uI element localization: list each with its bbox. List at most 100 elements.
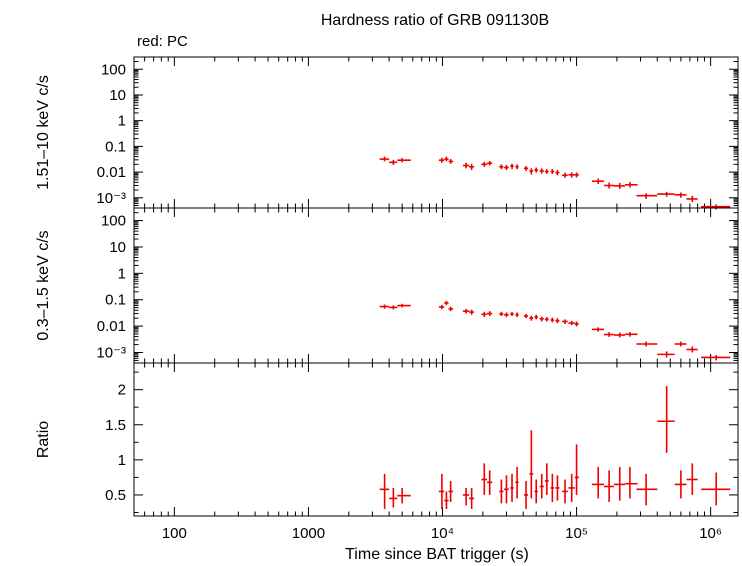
data-point-ratio: [515, 466, 519, 499]
y-tick-label-ratio: 1: [118, 452, 126, 469]
data-point-ratio: [481, 463, 488, 495]
data-point-hard: [555, 170, 560, 176]
data-point-soft: [674, 341, 687, 347]
data-point-hard: [448, 159, 454, 164]
data-point-ratio: [389, 487, 398, 508]
data-point-ratio: [674, 470, 687, 499]
data-point-ratio: [574, 444, 579, 495]
data-point-soft: [550, 317, 555, 323]
data-point-hard: [515, 164, 519, 170]
data-point-soft: [469, 309, 475, 315]
data-point-hard: [481, 161, 488, 167]
data-point-ratio: [636, 473, 658, 506]
data-point-hard: [574, 172, 579, 178]
y-tick-label-hard: 0.01: [97, 164, 126, 181]
data-point-hard: [562, 172, 568, 178]
data-point-soft: [379, 304, 390, 309]
x-tick-label: 100: [162, 525, 187, 542]
data-point-ratio: [686, 463, 698, 495]
data-point-soft: [529, 315, 534, 321]
data-point-ratio: [603, 470, 614, 502]
data-point-ratio: [550, 473, 555, 502]
data-point-soft: [568, 320, 575, 326]
data-point-ratio: [504, 475, 509, 504]
panel-frame-ratio: [133, 362, 739, 517]
panel-frame-hard: [133, 56, 739, 209]
data-point-soft: [389, 305, 398, 310]
data-point-hard: [469, 163, 475, 171]
data-point-soft: [539, 316, 544, 322]
y-tick-label-hard: 10⁻³: [96, 190, 126, 207]
data-point-hard: [603, 182, 614, 189]
data-point-hard: [487, 160, 493, 166]
data-point-ratio: [544, 463, 549, 495]
data-point-hard: [657, 191, 675, 197]
data-point-hard: [397, 158, 411, 163]
y-tick-label-soft: 1: [118, 265, 126, 282]
x-tick-label: 10⁵: [565, 525, 588, 542]
y-tick-label-hard: 100: [101, 61, 126, 78]
data-point-ratio: [613, 466, 626, 501]
chart-title: Hardness ratio of GRB 091130B: [321, 12, 549, 29]
data-point-soft: [562, 319, 568, 325]
y-tick-label-soft: 10⁻³: [96, 345, 126, 362]
data-point-hard: [444, 156, 449, 162]
data-point-ratio: [701, 472, 731, 506]
data-point-ratio: [555, 475, 560, 501]
data-point-soft: [613, 332, 626, 338]
data-point-soft: [487, 311, 493, 317]
data-point-ratio: [379, 473, 390, 509]
data-point-hard: [701, 204, 731, 210]
x-tick-label: 1000: [292, 525, 325, 542]
data-point-hard: [534, 167, 538, 173]
data-point-ratio: [562, 479, 568, 504]
data-point-soft: [504, 312, 509, 318]
data-point-ratio: [591, 466, 604, 499]
y-tick-label-ratio: 0.5: [105, 487, 126, 504]
data-point-soft: [625, 331, 638, 337]
y-tick-label-soft: 100: [101, 213, 126, 230]
data-point-soft: [397, 303, 411, 308]
panel-frame-soft: [133, 207, 739, 364]
data-point-hard: [529, 168, 534, 175]
data-point-hard: [510, 163, 514, 170]
x-axis-label: Time since BAT trigger (s): [345, 546, 529, 563]
legend-label: red: PC: [137, 33, 188, 50]
data-point-ratio: [469, 487, 475, 509]
data-point-ratio: [444, 491, 449, 509]
data-point-soft: [591, 327, 604, 332]
data-point-hard: [389, 159, 398, 165]
data-point-soft: [438, 304, 445, 310]
panels: 100 10 1 0.1 0.01 10⁻³ 1.51–10 keV c/s 100 10 1 0.…: [35, 56, 739, 542]
y-tick-label-soft: 0.1: [105, 292, 126, 309]
data-point-hard: [544, 169, 549, 174]
data-point-hard: [674, 192, 687, 198]
data-point-soft: [534, 314, 538, 320]
data-point-hard: [539, 168, 544, 174]
data-point-soft: [462, 308, 470, 314]
data-point-ratio: [462, 487, 470, 506]
data-point-soft: [603, 332, 614, 337]
data-point-soft: [510, 311, 514, 317]
data-point-soft: [515, 312, 519, 318]
data-point-hard: [462, 162, 470, 169]
data-point-ratio: [499, 479, 504, 504]
data-point-ratio: [523, 480, 529, 509]
data-point-soft: [574, 321, 579, 327]
data-point-soft: [701, 355, 731, 361]
data-point-ratio: [397, 487, 411, 504]
data-point-ratio: [539, 473, 544, 499]
data-point-hard: [625, 182, 638, 188]
data-point-soft: [657, 351, 675, 358]
data-point-hard: [613, 182, 626, 189]
data-point-hard: [636, 193, 658, 199]
y-axis-label-soft: 0.3–1.5 keV c/s: [35, 230, 52, 340]
data-point-soft: [444, 300, 449, 306]
y-axis-label-ratio: Ratio: [35, 421, 52, 458]
y-tick-label-hard: 0.1: [105, 138, 126, 155]
data-point-hard: [438, 157, 445, 163]
data-point-ratio: [568, 473, 575, 502]
y-tick-label-ratio: 2: [118, 382, 126, 399]
data-point-hard: [379, 156, 390, 162]
data-point-hard: [568, 172, 575, 178]
